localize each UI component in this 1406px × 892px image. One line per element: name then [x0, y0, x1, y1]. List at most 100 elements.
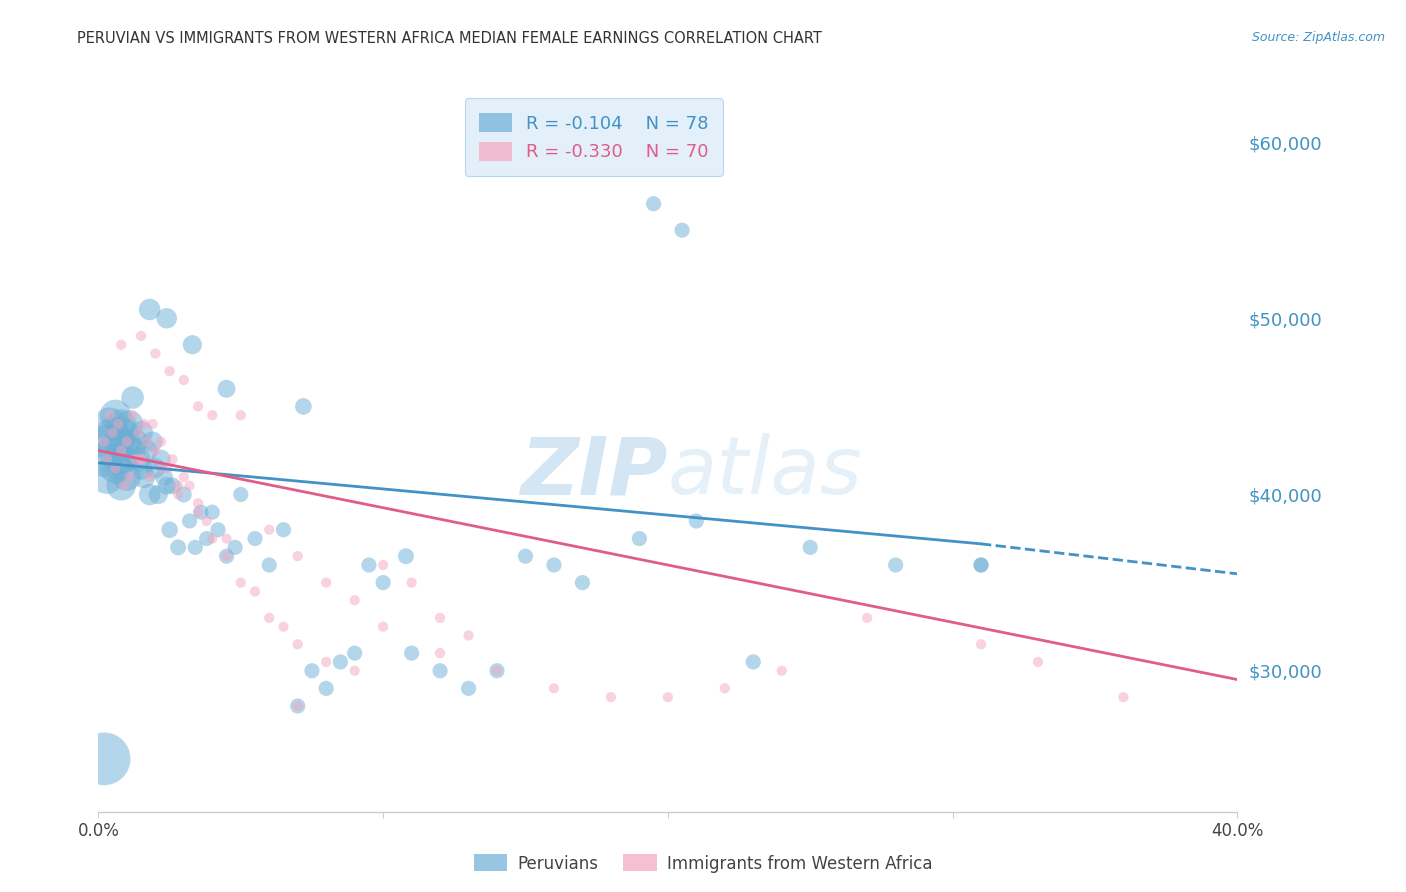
Point [93, 434, 115, 449]
Point [167, 541, 190, 555]
Point [315, 575, 337, 590]
Point [101, 425, 124, 440]
Point [229, 575, 252, 590]
Point [215, 549, 238, 564]
Point [287, 698, 309, 713]
Point [129, 452, 152, 467]
Point [770, 664, 793, 678]
Point [110, 337, 132, 351]
Point [141, 417, 163, 431]
Point [93, 752, 115, 766]
Point [287, 549, 309, 564]
Text: Source: ZipAtlas.com: Source: ZipAtlas.com [1251, 31, 1385, 45]
Point [395, 549, 418, 564]
Point [96, 470, 118, 484]
Point [215, 382, 238, 396]
Point [315, 655, 337, 669]
Point [124, 434, 146, 449]
Point [343, 593, 366, 607]
Point [401, 575, 423, 590]
Point [195, 514, 218, 528]
Point [201, 408, 224, 422]
Point [138, 470, 160, 484]
Point [145, 443, 167, 458]
Point [486, 664, 509, 678]
Point [970, 637, 993, 651]
Point [110, 479, 132, 493]
Point [98, 417, 121, 431]
Point [970, 558, 993, 572]
Point [101, 443, 124, 458]
Point [259, 523, 281, 537]
Point [127, 425, 149, 440]
Point [145, 346, 167, 360]
Point [115, 434, 138, 449]
Point [301, 664, 323, 678]
Point [129, 425, 152, 440]
Point [685, 514, 707, 528]
Point [457, 681, 479, 696]
Point [167, 479, 190, 493]
Point [259, 558, 281, 572]
Point [292, 400, 315, 414]
Point [121, 443, 143, 458]
Point [121, 391, 143, 405]
Point [343, 646, 366, 660]
Point [643, 196, 665, 211]
Point [150, 434, 173, 449]
Point [187, 400, 209, 414]
Point [179, 479, 201, 493]
Point [373, 620, 395, 634]
Point [970, 558, 993, 572]
Point [273, 620, 295, 634]
Point [657, 690, 679, 705]
Point [243, 584, 266, 599]
Point [107, 434, 129, 449]
Point [429, 646, 451, 660]
Point [162, 479, 184, 493]
Point [159, 364, 181, 378]
Point [159, 523, 181, 537]
Point [1112, 690, 1135, 705]
Point [187, 496, 209, 510]
Point [107, 417, 129, 431]
Point [112, 452, 135, 467]
Point [173, 373, 195, 387]
Point [543, 558, 565, 572]
Legend: Peruvians, Immigrants from Western Africa: Peruvians, Immigrants from Western Afric… [467, 847, 939, 880]
Point [195, 532, 218, 546]
Point [167, 487, 190, 501]
Text: ZIP: ZIP [520, 434, 668, 511]
Point [101, 425, 124, 440]
Point [121, 408, 143, 422]
Point [856, 611, 879, 625]
Point [429, 611, 451, 625]
Point [259, 611, 281, 625]
Point [184, 541, 207, 555]
Point [112, 425, 135, 440]
Point [401, 646, 423, 660]
Point [201, 505, 224, 519]
Point [1026, 655, 1049, 669]
Point [156, 461, 179, 475]
Point [357, 558, 380, 572]
Point [373, 575, 395, 590]
Point [190, 505, 212, 519]
Point [104, 408, 127, 422]
Point [287, 637, 309, 651]
Point [135, 443, 157, 458]
Point [243, 532, 266, 546]
Point [287, 698, 309, 713]
Point [93, 452, 115, 467]
Point [153, 470, 176, 484]
Point [229, 487, 252, 501]
Point [129, 461, 152, 475]
Point [129, 452, 152, 467]
Point [343, 664, 366, 678]
Point [742, 655, 765, 669]
Point [150, 461, 173, 475]
Point [96, 434, 118, 449]
Point [138, 302, 160, 317]
Point [429, 664, 451, 678]
Point [124, 452, 146, 467]
